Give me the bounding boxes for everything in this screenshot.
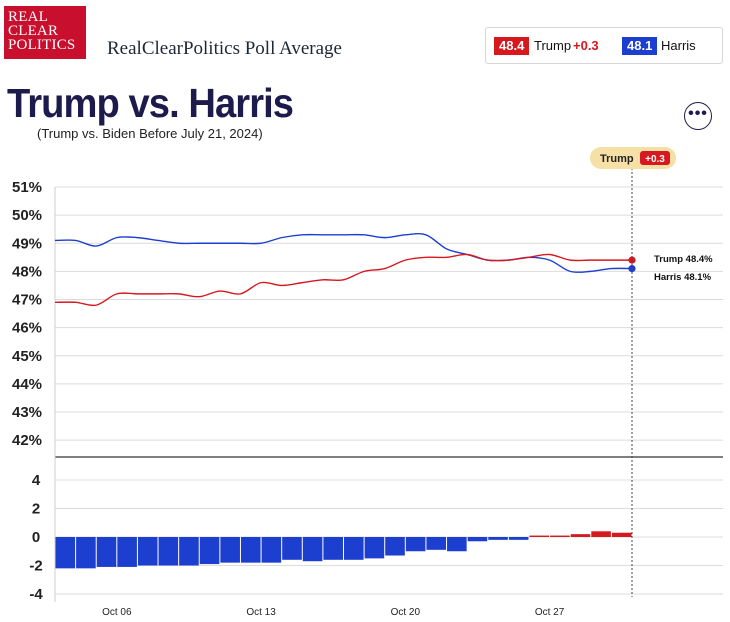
- legend-harris-value: 48.1: [622, 37, 658, 55]
- site-name: RealClearPolitics Poll Average: [107, 38, 342, 59]
- spread-bar: [591, 531, 611, 537]
- spread-bar: [426, 537, 447, 550]
- logo-line-1: REAL: [8, 9, 48, 25]
- spread-bar: [488, 537, 508, 540]
- leader-badge-change: +0.3: [645, 154, 665, 165]
- end-label-harris: Harris 48.1%: [654, 272, 712, 283]
- spread-tick-label: 0: [32, 529, 40, 546]
- spread-bar: [199, 537, 220, 565]
- y-tick-label: 49%: [12, 235, 42, 252]
- legend-trump-name: Trump: [534, 38, 572, 53]
- y-tick-label: 51%: [12, 179, 42, 196]
- y-tick-label: 47%: [12, 292, 42, 309]
- leader-badge: Trump +0.3: [590, 147, 676, 169]
- y-tick-label: 46%: [12, 320, 42, 337]
- legend-trump-value: 48.4: [494, 37, 530, 55]
- spread-bar: [344, 537, 364, 560]
- leader-badge-name: Trump: [600, 153, 634, 165]
- y-tick-label: 43%: [12, 404, 42, 421]
- series-line-trump: [54, 253, 632, 307]
- chart-ticks: 51% 50% 49% 48% 47% 46% 45% 44% 43% 42% 4 2 0 -2 -4 Oct…: [12, 179, 565, 618]
- chart-lines: [54, 232, 636, 307]
- logo-line-3: POLITICS: [8, 37, 76, 53]
- spread-bar: [405, 537, 426, 552]
- y-tick-label: 44%: [12, 376, 42, 393]
- spread-bar: [447, 537, 467, 552]
- logo-line-2: CLEAR: [8, 23, 59, 39]
- spread-bar: [364, 537, 385, 559]
- spread-bars: [55, 531, 632, 569]
- spread-bar: [220, 537, 240, 563]
- series-line-harris: [54, 232, 633, 274]
- spread-bar: [302, 537, 323, 562]
- more-options-button[interactable]: •••: [684, 102, 712, 130]
- legend-box: 48.4 Trump +0.3 48.1 Harris: [485, 27, 723, 64]
- spread-tick-label: -2: [29, 558, 42, 575]
- x-tick-label: Oct 06: [102, 607, 132, 618]
- spread-tick-label: 2: [32, 501, 40, 518]
- spread-tick-label: 4: [32, 472, 41, 489]
- spread-bar: [96, 537, 117, 567]
- spread-bar: [550, 535, 570, 537]
- spread-tick-label: -4: [29, 586, 43, 603]
- y-tick-label: 48%: [12, 263, 42, 280]
- legend-trump-change: +0.3: [573, 38, 599, 53]
- spread-bar: [467, 537, 488, 542]
- page-title: Trump vs. Harris: [7, 80, 294, 126]
- chart-annotations: Trump 48.4% Harris 48.1% Trump +0.3: [590, 147, 713, 597]
- spread-bar: [323, 537, 343, 560]
- y-tick-label: 45%: [12, 348, 42, 365]
- spread-bar: [179, 537, 199, 566]
- leader-badge-change-bg: [640, 151, 670, 165]
- spread-bar: [529, 535, 550, 537]
- spread-bar: [570, 534, 591, 537]
- x-tick-label: Oct 27: [535, 607, 565, 618]
- spread-bar: [261, 537, 282, 563]
- spread-bar: [55, 537, 76, 569]
- y-tick-label: 42%: [12, 432, 42, 449]
- page-subtitle: (Trump vs. Biden Before July 21, 2024): [37, 126, 263, 141]
- spread-bar: [282, 537, 302, 560]
- y-tick-label: 50%: [12, 207, 42, 224]
- rcp-logo[interactable]: REAL CLEAR POLITICS: [4, 6, 86, 59]
- end-label-trump: Trump 48.4%: [654, 254, 713, 265]
- x-tick-label: Oct 13: [246, 607, 276, 618]
- spread-bar: [137, 537, 158, 566]
- chart-grid: [54, 186, 723, 602]
- x-tick-label: Oct 20: [391, 607, 421, 618]
- spread-bar: [158, 537, 179, 566]
- spread-bar: [611, 532, 632, 537]
- more-horizontal-icon: •••: [688, 105, 708, 122]
- spread-bar: [117, 537, 137, 567]
- spread-bar: [508, 537, 529, 540]
- spread-bar: [76, 537, 96, 569]
- spread-bar: [240, 537, 261, 563]
- legend-harris-name: Harris: [661, 38, 696, 53]
- spread-bar: [385, 537, 405, 556]
